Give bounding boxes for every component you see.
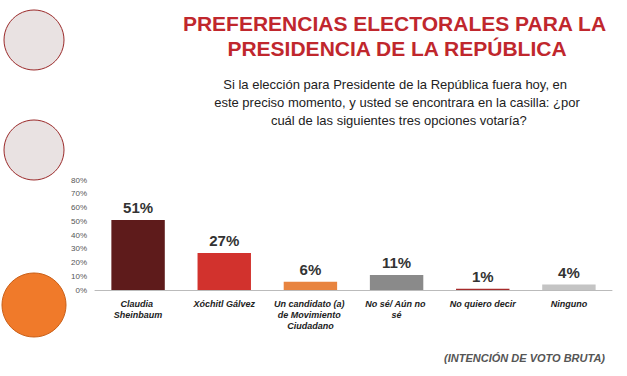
svg-text:27%: 27% [209, 232, 239, 249]
svg-text:70%: 70% [71, 189, 87, 198]
svg-text:10%: 10% [71, 272, 87, 281]
svg-text:Claudia: Claudia [121, 299, 156, 309]
svg-text:Si la elección para Presidente: Si la elección para Presidente de la Rep… [223, 77, 570, 92]
svg-text:sé: sé [392, 310, 402, 320]
svg-text:este preciso momento, y usted: este preciso momento, y usted se encontr… [214, 95, 580, 110]
svg-text:Xóchitl Gálvez: Xóchitl Gálvez [192, 299, 255, 309]
svg-text:PREFERENCIAS ELECTORALES PARA: PREFERENCIAS ELECTORALES PARA LA [183, 12, 611, 35]
svg-text:6%: 6% [300, 261, 322, 278]
svg-text:80%: 80% [71, 176, 87, 185]
svg-text:PRESIDENCIA DE LA REPÚBLICA: PRESIDENCIA DE LA REPÚBLICA [227, 37, 566, 60]
svg-text:Un candidato (a): Un candidato (a) [274, 299, 347, 309]
svg-text:cuál de las siguientes tres op: cuál de las siguientes tres opciones vot… [267, 113, 526, 128]
svg-text:Ciudadano: Ciudadano [287, 321, 334, 331]
svg-text:1%: 1% [472, 268, 494, 285]
svg-text:(INTENCIÓN DE VOTO BRUTA): (INTENCIÓN DE VOTO BRUTA) [444, 352, 605, 364]
svg-text:60%: 60% [71, 203, 87, 212]
svg-text:50%: 50% [71, 217, 87, 226]
svg-text:0%: 0% [75, 286, 87, 295]
svg-text:20%: 20% [71, 258, 87, 267]
svg-text:No sé/ Aún no: No sé/ Aún no [365, 299, 428, 309]
svg-text:Sheinbaum: Sheinbaum [114, 310, 163, 320]
svg-text:de Movimiento: de Movimiento [278, 310, 344, 320]
svg-text:No quiero decir: No quiero decir [450, 299, 517, 309]
svg-text:40%: 40% [71, 231, 87, 240]
svg-text:30%: 30% [71, 244, 87, 253]
svg-text:4%: 4% [558, 264, 580, 281]
svg-text:51%: 51% [123, 199, 153, 216]
svg-text:Ninguno: Ninguno [551, 299, 588, 309]
svg-text:11%: 11% [382, 254, 411, 271]
